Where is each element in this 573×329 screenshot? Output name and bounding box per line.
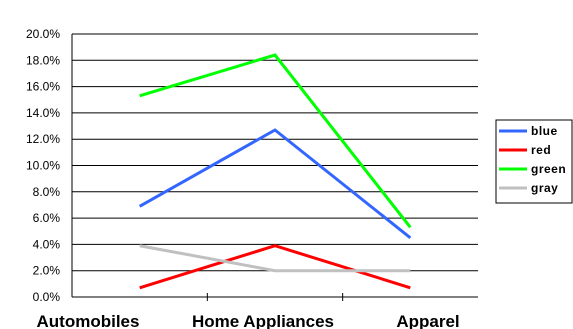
legend-label: blue	[531, 124, 558, 138]
y-tick-label: 2.0%	[33, 264, 61, 278]
y-tick-label: 14.0%	[26, 106, 60, 120]
y-tick-label: 8.0%	[33, 185, 61, 199]
x-tick-label: Apparel	[396, 312, 459, 329]
y-tick-label: 16.0%	[26, 80, 60, 94]
series-line-red	[139, 244, 411, 290]
series-line-gray	[139, 244, 411, 273]
legend-label: green	[531, 162, 566, 176]
y-tick-label: 4.0%	[33, 237, 61, 251]
x-tick-label: Automobiles	[37, 312, 140, 329]
series-line-green	[139, 53, 412, 229]
legend-label: red	[531, 143, 551, 157]
y-tick-label: 10.0%	[26, 159, 60, 173]
x-tick-label: Home Appliances	[192, 312, 334, 329]
y-tick-label: 0.0%	[33, 290, 61, 304]
y-tick-label: 6.0%	[33, 211, 61, 225]
legend-label: gray	[531, 181, 558, 195]
y-tick-label: 12.0%	[26, 132, 60, 146]
series-line-blue	[138, 128, 412, 239]
y-tick-label: 20.0%	[26, 27, 60, 41]
y-tick-label: 18.0%	[26, 53, 60, 67]
